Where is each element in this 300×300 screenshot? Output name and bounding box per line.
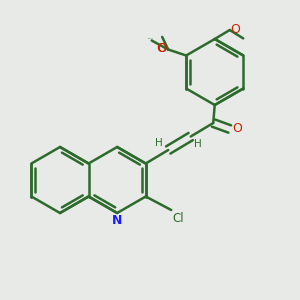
Text: N: N: [112, 214, 122, 227]
Text: Cl: Cl: [173, 212, 184, 225]
Text: methoxy: methoxy: [148, 38, 154, 39]
Text: O: O: [158, 42, 167, 56]
Text: O: O: [232, 122, 242, 136]
Text: H: H: [155, 138, 163, 148]
Text: O: O: [156, 42, 166, 56]
Text: O: O: [231, 23, 241, 36]
Text: H: H: [194, 139, 202, 149]
